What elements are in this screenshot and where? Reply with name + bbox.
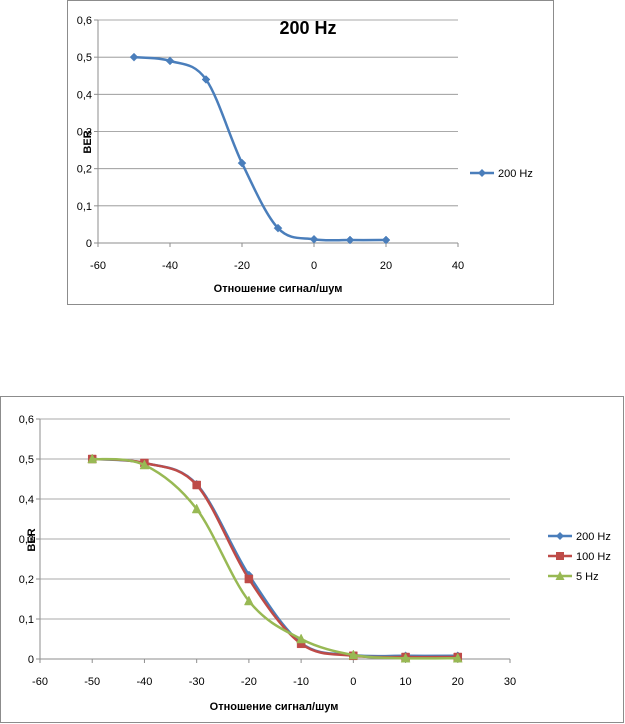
chart-1-x-axis-title: Отношение сигнал/шум: [214, 283, 343, 295]
x-tick-label: 20: [380, 260, 392, 272]
data-point: [400, 652, 411, 663]
x-tick-label: -60: [32, 676, 48, 688]
y-tick-label: 0,3: [77, 127, 92, 139]
x-tick-label: -40: [136, 676, 152, 688]
data-point: [309, 234, 319, 244]
data-point: [139, 459, 150, 470]
data-point: [243, 595, 254, 606]
chart-2-frame: [0, 396, 624, 723]
data-point: [192, 480, 201, 490]
chart-2-y-axis-title: BER: [26, 528, 38, 551]
legend-entry: 100 Hz: [548, 551, 611, 563]
data-point: [201, 75, 211, 84]
chart-2-y-ticks: 0 0,1 0,2 0,3 0,4 0,5 0,6: [19, 414, 34, 666]
y-tick-label: 0,4: [19, 494, 34, 506]
x-tick-label: -10: [293, 676, 309, 688]
series-200-hz: [129, 52, 391, 245]
x-tick-label: -20: [234, 260, 250, 272]
y-tick-label: 0,3: [19, 534, 34, 546]
y-tick-label: 0,5: [77, 52, 92, 64]
legend-entry: 200 Hz: [548, 531, 611, 543]
data-point: [237, 158, 247, 168]
chart-1-x-ticks: -60 -40 -20 0 20 40: [90, 260, 464, 272]
y-tick-label: 0,1: [19, 614, 34, 626]
legend-label: 200 Hz: [576, 531, 611, 543]
data-point: [244, 574, 254, 584]
x-tick-label: 0: [311, 260, 317, 272]
data-point: [452, 652, 463, 663]
chart-2-gridlines: [36, 418, 511, 663]
chart-1-gridlines: [94, 19, 459, 247]
y-tick-label: 0,2: [19, 574, 34, 586]
chart-2-x-ticks: -60 -50 -40 -30 -20 -10 0 10 20 30: [32, 676, 516, 688]
x-tick-label: 40: [452, 260, 464, 272]
data-point: [87, 453, 98, 464]
x-tick-label: 10: [399, 676, 411, 688]
x-tick-label: -60: [90, 260, 106, 272]
data-point: [296, 633, 307, 644]
chart-1: 200 Hz 0 0,1 0,2 0,3 0,4 0,5 0,6 -60 -40 -20 0 20 4…: [67, 0, 554, 305]
y-tick-label: 0: [28, 654, 34, 666]
legend-marker: [556, 532, 564, 540]
y-tick-label: 0,6: [19, 414, 34, 426]
y-tick-label: 0,1: [77, 201, 92, 213]
y-tick-label: 0,2: [77, 164, 92, 176]
x-tick-label: -20: [241, 676, 257, 688]
series-5-hz: [87, 453, 463, 663]
data-point: [165, 56, 175, 66]
chart-1-y-axis-title: BER: [82, 130, 94, 153]
x-tick-label: -30: [189, 676, 205, 688]
data-point: [345, 235, 355, 245]
legend-marker: [556, 552, 564, 560]
chart-2-legend: 200 Hz 100 Hz 5 Hz: [548, 531, 611, 583]
data-point: [348, 649, 359, 660]
y-tick-label: 0,6: [77, 15, 92, 27]
data-point: [273, 223, 283, 233]
chart-2: 0 0,1 0,2 0,3 0,4 0,5 0,6 -60 -50 -40 -30 -20 -10 0 1…: [0, 396, 624, 723]
y-tick-label: 0,4: [77, 89, 92, 101]
legend-entry: 200 Hz: [470, 168, 533, 180]
chart-1-legend: 200 Hz: [470, 168, 533, 180]
data-point: [191, 503, 202, 514]
legend-marker: [478, 169, 486, 177]
chart-1-title: 200 Hz: [279, 18, 336, 38]
chart-1-series: [129, 52, 391, 245]
y-tick-label: 0: [86, 238, 92, 250]
series-line: [92, 457, 458, 660]
x-tick-label: -40: [162, 260, 178, 272]
series-line: [133, 55, 387, 242]
legend-marker: [555, 571, 565, 580]
data-point: [129, 52, 139, 62]
x-tick-label: 30: [504, 676, 516, 688]
chart-2-series: [87, 453, 463, 663]
chart-1-y-ticks: 0 0,1 0,2 0,3 0,4 0,5 0,6: [77, 15, 92, 250]
x-tick-label: -50: [84, 676, 100, 688]
legend-label: 5 Hz: [576, 571, 599, 583]
chart-2-x-axis-title: Отношение сигнал/шум: [210, 701, 339, 713]
data-point: [381, 235, 391, 245]
y-tick-label: 0,5: [19, 454, 34, 466]
x-tick-label: 0: [350, 676, 356, 688]
legend-entry: 5 Hz: [548, 571, 599, 583]
x-tick-label: 20: [452, 676, 464, 688]
legend-label: 200 Hz: [498, 168, 533, 180]
chart-1-frame: [67, 0, 554, 305]
legend-label: 100 Hz: [576, 551, 611, 563]
